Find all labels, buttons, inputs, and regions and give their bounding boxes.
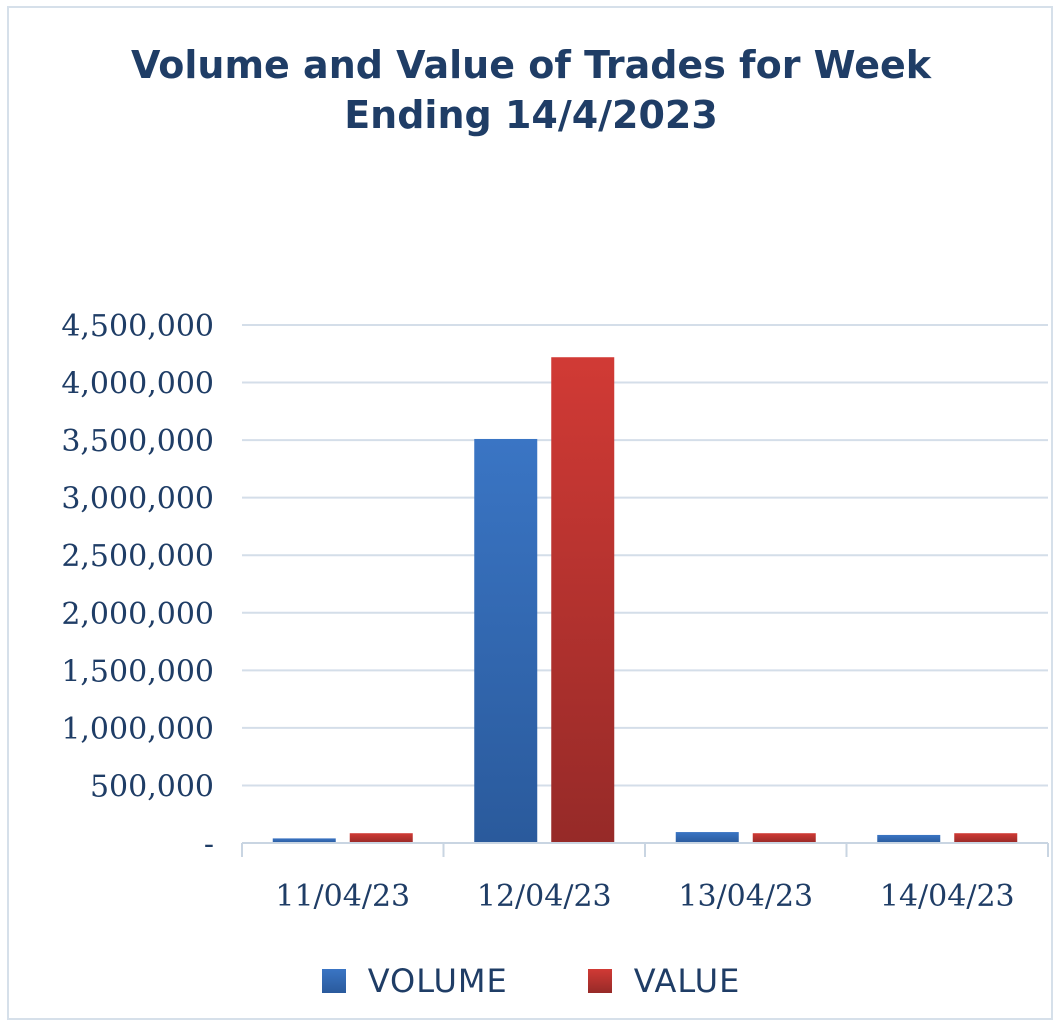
legend-label-volume: VOLUME <box>367 962 508 1000</box>
bar-value-1 <box>551 357 615 843</box>
chart-title-line-1: Volume and Value of Trades for Week <box>130 43 932 87</box>
legend-swatch-volume <box>321 969 346 993</box>
x-tick-label: 11/04/23 <box>275 879 410 914</box>
y-tick-label: 2,000,000 <box>61 597 214 632</box>
y-tick-label: - <box>204 827 214 862</box>
gridlines <box>242 324 1048 787</box>
bars <box>272 357 1018 843</box>
legend: VOLUME VALUE <box>0 958 1062 1004</box>
chart-title: Volume and Value of Trades for Week Endi… <box>0 40 1062 140</box>
bar-value-3 <box>954 833 1018 843</box>
y-tick-label: 500,000 <box>90 769 214 804</box>
legend-item-volume: VOLUME <box>321 962 508 1000</box>
bar-volume-3 <box>877 834 941 843</box>
bar-volume-2 <box>675 832 739 843</box>
x-tick-label: 14/04/23 <box>880 879 1015 914</box>
y-tick-label: 4,500,000 <box>61 309 214 344</box>
y-tick-label: 3,000,000 <box>61 482 214 517</box>
y-tick-label: 2,500,000 <box>61 539 214 574</box>
x-tick-label: 12/04/23 <box>477 879 612 914</box>
y-tick-label: 1,000,000 <box>61 712 214 747</box>
y-tick-label: 1,500,000 <box>61 654 214 689</box>
y-axis-ticks: - 500,000 1,000,000 1,500,000 2,000,000 2,500… <box>61 309 214 862</box>
x-tick-label: 13/04/23 <box>678 879 813 914</box>
chart-title-line-2: Ending 14/4/2023 <box>344 93 718 137</box>
y-tick-label: 4,000,000 <box>61 367 214 402</box>
bar-volume-0 <box>272 838 336 843</box>
y-tick-label: 3,500,000 <box>61 424 214 459</box>
bar-value-2 <box>752 833 816 843</box>
bar-volume-1 <box>474 438 538 843</box>
legend-item-value: VALUE <box>587 962 741 1000</box>
legend-swatch-value <box>587 969 612 993</box>
bar-value-0 <box>349 833 413 843</box>
legend-label-value: VALUE <box>633 962 741 1000</box>
x-axis: 11/04/23 12/04/23 13/04/23 14/04/23 <box>241 842 1049 914</box>
